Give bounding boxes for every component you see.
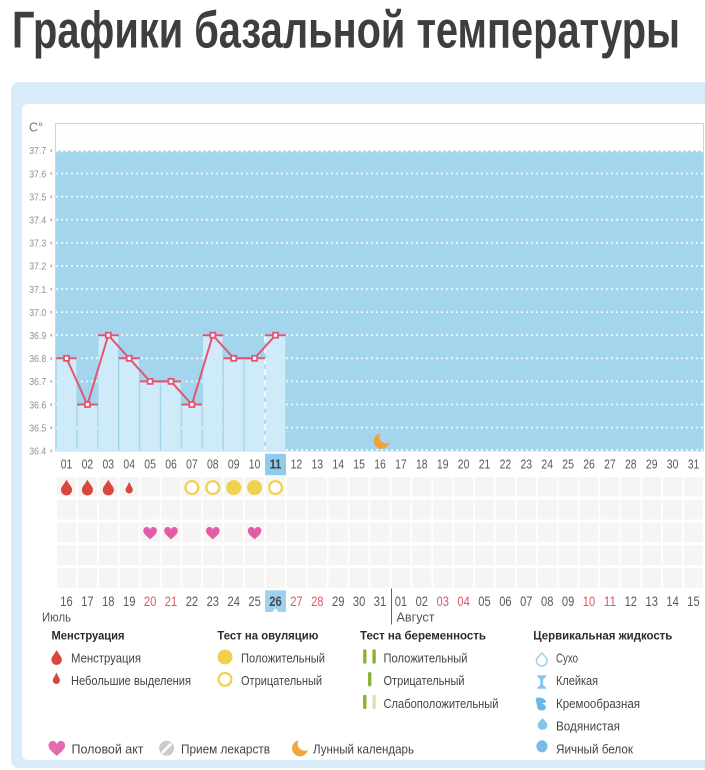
svg-text:31: 31 [374, 594, 386, 609]
svg-text:Яичный белок: Яичный белок [556, 741, 633, 756]
svg-text:Сухо: Сухо [556, 651, 578, 666]
svg-text:03: 03 [103, 458, 115, 472]
svg-text:14: 14 [666, 594, 679, 609]
svg-text:18: 18 [416, 458, 428, 472]
svg-text:Небольшие выделения: Небольшие выделения [71, 673, 191, 688]
svg-text:27: 27 [290, 594, 302, 609]
svg-text:25: 25 [562, 458, 574, 472]
svg-text:Прием лекарств: Прием лекарств [181, 741, 270, 756]
svg-text:04: 04 [457, 594, 470, 609]
svg-text:37.4: 37.4 [29, 215, 46, 227]
svg-text:17: 17 [81, 594, 93, 609]
svg-text:10: 10 [249, 458, 261, 472]
svg-text:Тест на овуляцию: Тест на овуляцию [217, 628, 318, 642]
svg-text:Клейкая: Клейкая [556, 673, 598, 688]
svg-text:36.8: 36.8 [29, 353, 46, 365]
svg-text:27: 27 [604, 458, 616, 472]
svg-text:37.0: 37.0 [29, 307, 46, 319]
svg-text:Тест на беременность: Тест на беременность [360, 628, 486, 642]
svg-text:22: 22 [186, 594, 198, 609]
svg-text:36.9: 36.9 [29, 330, 46, 342]
svg-text:23: 23 [207, 594, 219, 609]
svg-text:01: 01 [61, 458, 73, 472]
svg-text:18: 18 [102, 594, 114, 609]
svg-text:16: 16 [374, 458, 386, 472]
svg-text:24: 24 [228, 594, 241, 609]
svg-text:Положительный: Положительный [241, 651, 325, 666]
svg-text:21: 21 [165, 594, 177, 609]
svg-text:Июль: Июль [42, 610, 71, 625]
svg-text:20: 20 [458, 458, 470, 472]
svg-text:09: 09 [228, 458, 240, 472]
svg-text:03: 03 [437, 594, 449, 609]
svg-text:31: 31 [688, 458, 700, 472]
svg-text:25: 25 [248, 594, 260, 609]
svg-text:30: 30 [667, 458, 679, 472]
svg-text:C°: C° [29, 121, 43, 135]
svg-text:Менструация: Менструация [52, 628, 125, 642]
svg-text:08: 08 [207, 458, 219, 472]
svg-text:16: 16 [60, 594, 72, 609]
svg-text:15: 15 [687, 594, 699, 609]
svg-text:26: 26 [583, 458, 595, 472]
svg-text:36.4: 36.4 [29, 446, 46, 458]
svg-text:Положительный: Положительный [384, 651, 468, 666]
svg-text:Цервикальная жидкость: Цервикальная жидкость [533, 628, 672, 642]
svg-text:26: 26 [269, 594, 281, 609]
svg-text:19: 19 [437, 458, 449, 472]
svg-text:05: 05 [478, 594, 490, 609]
svg-text:37.3: 37.3 [29, 238, 46, 250]
svg-text:28: 28 [625, 458, 637, 472]
svg-text:Отрицательный: Отрицательный [384, 673, 465, 688]
svg-text:Кремообразная: Кремообразная [556, 696, 640, 711]
svg-text:36.6: 36.6 [29, 399, 46, 411]
svg-text:07: 07 [520, 594, 532, 609]
svg-text:13: 13 [646, 594, 658, 609]
svg-text:12: 12 [291, 458, 303, 472]
svg-text:14: 14 [332, 458, 344, 472]
svg-text:22: 22 [500, 458, 512, 472]
svg-text:Менструация: Менструация [71, 651, 141, 666]
svg-text:10: 10 [583, 594, 595, 609]
svg-text:Водянистая: Водянистая [556, 719, 620, 734]
svg-text:36.5: 36.5 [29, 422, 46, 434]
svg-text:06: 06 [499, 594, 511, 609]
svg-text:11: 11 [604, 594, 616, 609]
svg-text:13: 13 [312, 458, 324, 472]
svg-text:36.7: 36.7 [29, 376, 46, 388]
svg-text:19: 19 [123, 594, 135, 609]
svg-text:37.1: 37.1 [29, 284, 46, 296]
svg-text:37.7: 37.7 [29, 145, 46, 157]
svg-text:Август: Август [397, 610, 435, 625]
svg-text:Отрицательный: Отрицательный [241, 673, 322, 688]
svg-text:07: 07 [186, 458, 198, 472]
svg-text:06: 06 [165, 458, 177, 472]
svg-text:Лунный календарь: Лунный календарь [313, 741, 414, 756]
svg-text:01: 01 [395, 594, 407, 609]
svg-text:08: 08 [541, 594, 553, 609]
svg-text:17: 17 [395, 458, 407, 472]
svg-text:28: 28 [311, 594, 323, 609]
svg-text:05: 05 [144, 458, 156, 472]
svg-text:23: 23 [521, 458, 533, 472]
svg-text:29: 29 [646, 458, 658, 472]
svg-text:Слабоположительный: Слабоположительный [384, 696, 499, 711]
svg-text:02: 02 [82, 458, 94, 472]
svg-text:Графики базальной температуры: Графики базальной температуры [12, 2, 680, 60]
svg-text:30: 30 [353, 594, 365, 609]
svg-text:04: 04 [123, 458, 135, 472]
svg-text:09: 09 [562, 594, 574, 609]
svg-text:37.2: 37.2 [29, 261, 46, 273]
svg-text:20: 20 [144, 594, 156, 609]
svg-text:Половой акт: Половой акт [72, 741, 144, 756]
svg-text:11: 11 [270, 458, 282, 472]
svg-text:24: 24 [541, 458, 553, 472]
svg-text:15: 15 [353, 458, 365, 472]
svg-text:12: 12 [625, 594, 637, 609]
svg-text:37.5: 37.5 [29, 191, 46, 203]
svg-text:02: 02 [416, 594, 428, 609]
svg-text:29: 29 [332, 594, 344, 609]
svg-text:37.6: 37.6 [29, 168, 46, 180]
svg-text:21: 21 [479, 458, 491, 472]
